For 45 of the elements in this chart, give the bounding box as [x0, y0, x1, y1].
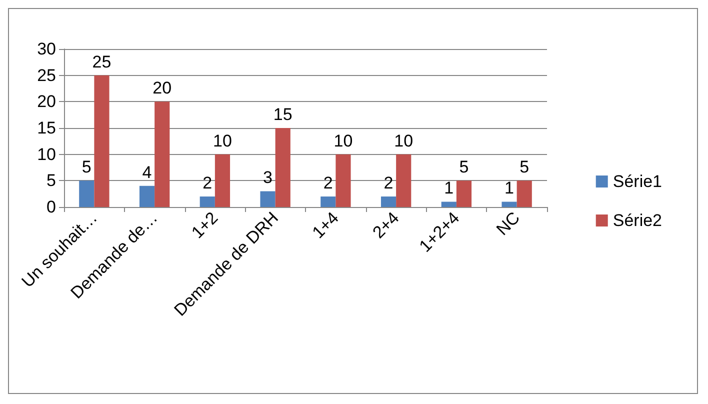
data-label: 10: [213, 131, 232, 150]
data-label: 5: [459, 158, 469, 177]
x-tick-label: 2+4: [368, 208, 403, 242]
y-tick-label: 20: [37, 92, 56, 112]
bar: [396, 154, 412, 207]
data-label: 25: [92, 52, 112, 72]
y-tick-label: 15: [37, 118, 56, 138]
data-label: 10: [334, 131, 353, 150]
data-label: 5: [82, 158, 92, 177]
bar: [214, 154, 230, 207]
data-label: 10: [394, 131, 414, 150]
y-tick-label: 25: [37, 66, 56, 85]
x-tick-label: 1+2: [188, 208, 222, 242]
data-label: 2: [384, 173, 394, 192]
data-label: 3: [263, 168, 272, 188]
y-tick-label: 10: [37, 144, 56, 164]
bar: [139, 186, 155, 207]
bar: [275, 128, 290, 207]
bar: [94, 75, 110, 207]
bar: [200, 196, 215, 207]
bar: [260, 191, 276, 207]
data-label: 20: [152, 78, 172, 98]
bar: [502, 202, 517, 207]
bar: [154, 102, 170, 207]
data-label: 2: [323, 173, 333, 192]
legend-label: Série2: [612, 211, 662, 230]
data-label: 5: [520, 158, 530, 177]
data-label: 4: [142, 162, 152, 182]
bar: [79, 180, 94, 207]
data-label: 1: [504, 178, 514, 198]
x-tick-label: 1+4: [308, 208, 342, 242]
y-tick-label: 0: [46, 198, 56, 216]
legend-label: Série1: [612, 172, 662, 191]
data-label: 1: [444, 178, 454, 198]
x-tick-label: NC: [492, 208, 524, 240]
bar: [320, 196, 336, 207]
bar: [441, 202, 456, 207]
data-label: 2: [202, 173, 212, 192]
bar: [380, 196, 396, 207]
y-tick-label: 5: [46, 171, 56, 190]
data-label: 15: [273, 105, 292, 124]
bar: [516, 180, 532, 207]
bar: [456, 180, 472, 207]
bar: [336, 154, 351, 207]
y-tick-label: 30: [37, 40, 56, 58]
